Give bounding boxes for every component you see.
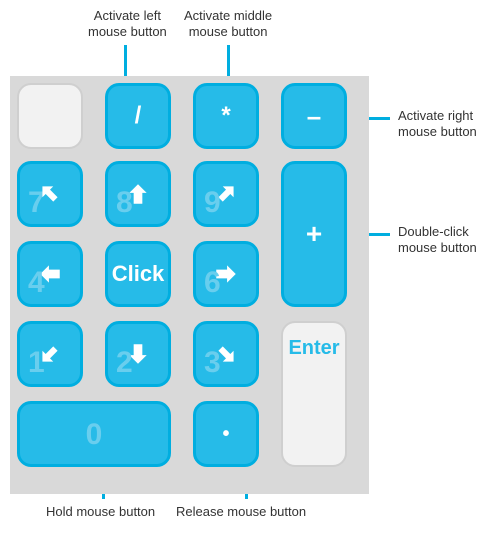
key-dot[interactable]: •	[193, 401, 259, 467]
label-hold: Hold mouse button	[46, 504, 155, 520]
key-slash-label: /	[135, 102, 142, 130]
key-3[interactable]: 3	[193, 321, 259, 387]
key-dot-label: •	[222, 423, 229, 446]
arrow-down-icon	[125, 341, 151, 367]
key-slash[interactable]: /	[105, 83, 171, 149]
key-plus[interactable]: +	[281, 161, 347, 307]
arrow-up-left-icon	[37, 181, 63, 207]
key-8[interactable]: 8	[105, 161, 171, 227]
key-click[interactable]: Click	[105, 241, 171, 307]
key-7[interactable]: 7	[17, 161, 83, 227]
key-6[interactable]: 6	[193, 241, 259, 307]
arrow-left-icon	[37, 261, 63, 287]
key-minus-label: –	[307, 101, 321, 132]
key-plus-label: +	[306, 218, 322, 250]
key-star[interactable]: *	[193, 83, 259, 149]
arrow-up-icon	[125, 181, 151, 207]
key-click-label: Click	[112, 261, 165, 287]
key-0[interactable]: 0	[17, 401, 171, 467]
key-4[interactable]: 4	[17, 241, 83, 307]
key-1[interactable]: 1	[17, 321, 83, 387]
arrow-up-right-icon	[213, 181, 239, 207]
label-activate-middle: Activate middle mouse button	[184, 8, 272, 41]
key-minus[interactable]: –	[281, 83, 347, 149]
label-activate-left: Activate left mouse button	[88, 8, 167, 41]
label-activate-right: Activate right mouse button	[398, 108, 477, 141]
key-enter-label: Enter	[288, 337, 339, 360]
label-release: Release mouse button	[176, 504, 306, 520]
ghost-0: 0	[86, 418, 103, 452]
keypad-panel: / * – 7 8 9 + 4 Click 6 1 2 3 Enter 0	[10, 76, 369, 494]
arrow-down-left-icon	[37, 341, 63, 367]
key-blank	[17, 83, 83, 149]
key-2[interactable]: 2	[105, 321, 171, 387]
key-star-label: *	[221, 102, 230, 130]
key-enter[interactable]: Enter	[281, 321, 347, 467]
arrow-right-icon	[213, 261, 239, 287]
key-9[interactable]: 9	[193, 161, 259, 227]
arrow-down-right-icon	[213, 341, 239, 367]
label-double-click: Double-click mouse button	[398, 224, 477, 257]
